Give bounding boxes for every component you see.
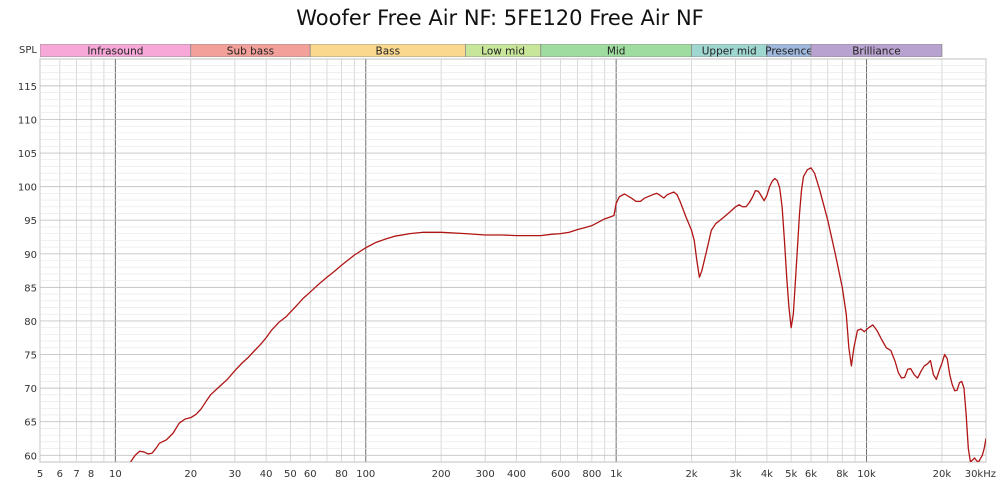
band-label: Infrasound bbox=[87, 46, 143, 58]
chart-axes: SPL 60 65 70 75 80 85 90 95 100 105 110 115 5 6 7 8 10 20 3… bbox=[18, 45, 996, 480]
y-tick-label: 110 bbox=[18, 115, 37, 126]
band-5: Upper mid bbox=[691, 44, 768, 58]
x-tick-label: 80 bbox=[335, 469, 348, 480]
frequency-bands: Infrasound Sub bass Bass Low mid Mid Upper mi… bbox=[40, 44, 943, 58]
x-tick-label: 30 bbox=[228, 469, 241, 480]
y-tick-label: 85 bbox=[24, 283, 37, 294]
band-3: Low mid bbox=[465, 44, 542, 58]
x-tick-label: 40 bbox=[260, 469, 273, 480]
x-tick-label: 20 bbox=[184, 469, 197, 480]
x-tick-label: 1k bbox=[610, 469, 622, 480]
x-tick-label: 50 bbox=[284, 469, 297, 480]
y-tick-label: 75 bbox=[24, 351, 37, 362]
chart-title: Woofer Free Air NF: 5FE120 Free Air NF bbox=[296, 6, 704, 30]
x-tick-label: 6k bbox=[805, 469, 817, 480]
x-tick-label: 60 bbox=[304, 469, 317, 480]
x-tick-label: 400 bbox=[507, 469, 526, 480]
x-tick-label: 7 bbox=[73, 469, 79, 480]
y-tick-label: 115 bbox=[18, 82, 37, 93]
series-line-0 bbox=[130, 167, 986, 462]
y-tick-label: 95 bbox=[24, 216, 37, 227]
band-label: Low mid bbox=[481, 46, 525, 58]
band-0: Infrasound bbox=[40, 44, 192, 58]
x-tick-label: 6 bbox=[57, 469, 63, 480]
y-tick-label: 100 bbox=[18, 183, 37, 194]
x-tick-label: 2k bbox=[685, 469, 697, 480]
x-tick-label: 600 bbox=[551, 469, 570, 480]
band-label: Brilliance bbox=[852, 46, 901, 58]
x-tick-label: 100 bbox=[356, 469, 375, 480]
x-tick-label: 20k bbox=[933, 469, 952, 480]
x-tick-label: 8 bbox=[88, 469, 94, 480]
chart-grid bbox=[39, 58, 987, 463]
y-tick-label: 65 bbox=[24, 418, 37, 429]
y-tick-label: 105 bbox=[18, 149, 37, 160]
x-tick-label: 5 bbox=[37, 469, 43, 480]
band-4: Mid bbox=[540, 44, 692, 58]
band-rect bbox=[810, 44, 943, 57]
y-tick-label: 90 bbox=[24, 250, 37, 261]
x-tick-label: 5k bbox=[785, 469, 797, 480]
x-tick-label: 10 bbox=[109, 469, 122, 480]
y-axis-label: SPL bbox=[19, 45, 37, 56]
x-tick-label: 8k bbox=[836, 469, 848, 480]
chart-series bbox=[130, 167, 986, 462]
y-tick-label: 60 bbox=[24, 451, 37, 462]
x-tick-label: 3k bbox=[730, 469, 742, 480]
y-tick-label: 70 bbox=[24, 384, 37, 395]
band-label: Sub bass bbox=[227, 46, 274, 58]
x-tick-label: 800 bbox=[582, 469, 601, 480]
band-1: Sub bass bbox=[190, 44, 311, 58]
x-tick-label: 10k bbox=[857, 469, 876, 480]
band-label: Presence bbox=[765, 46, 813, 58]
band-label: Bass bbox=[376, 46, 401, 58]
y-tick-label: 80 bbox=[24, 317, 37, 328]
x-tick-label: 300 bbox=[476, 469, 495, 480]
x-tick-label: 4k bbox=[761, 469, 773, 480]
x-tick-label: 30kHz bbox=[965, 469, 996, 480]
x-tick-label: 200 bbox=[432, 469, 451, 480]
band-label: Upper mid bbox=[702, 46, 757, 58]
band-6: Presence bbox=[765, 44, 813, 58]
band-7: Brilliance bbox=[810, 44, 943, 58]
band-2: Bass bbox=[309, 44, 466, 58]
band-label: Mid bbox=[607, 46, 626, 58]
